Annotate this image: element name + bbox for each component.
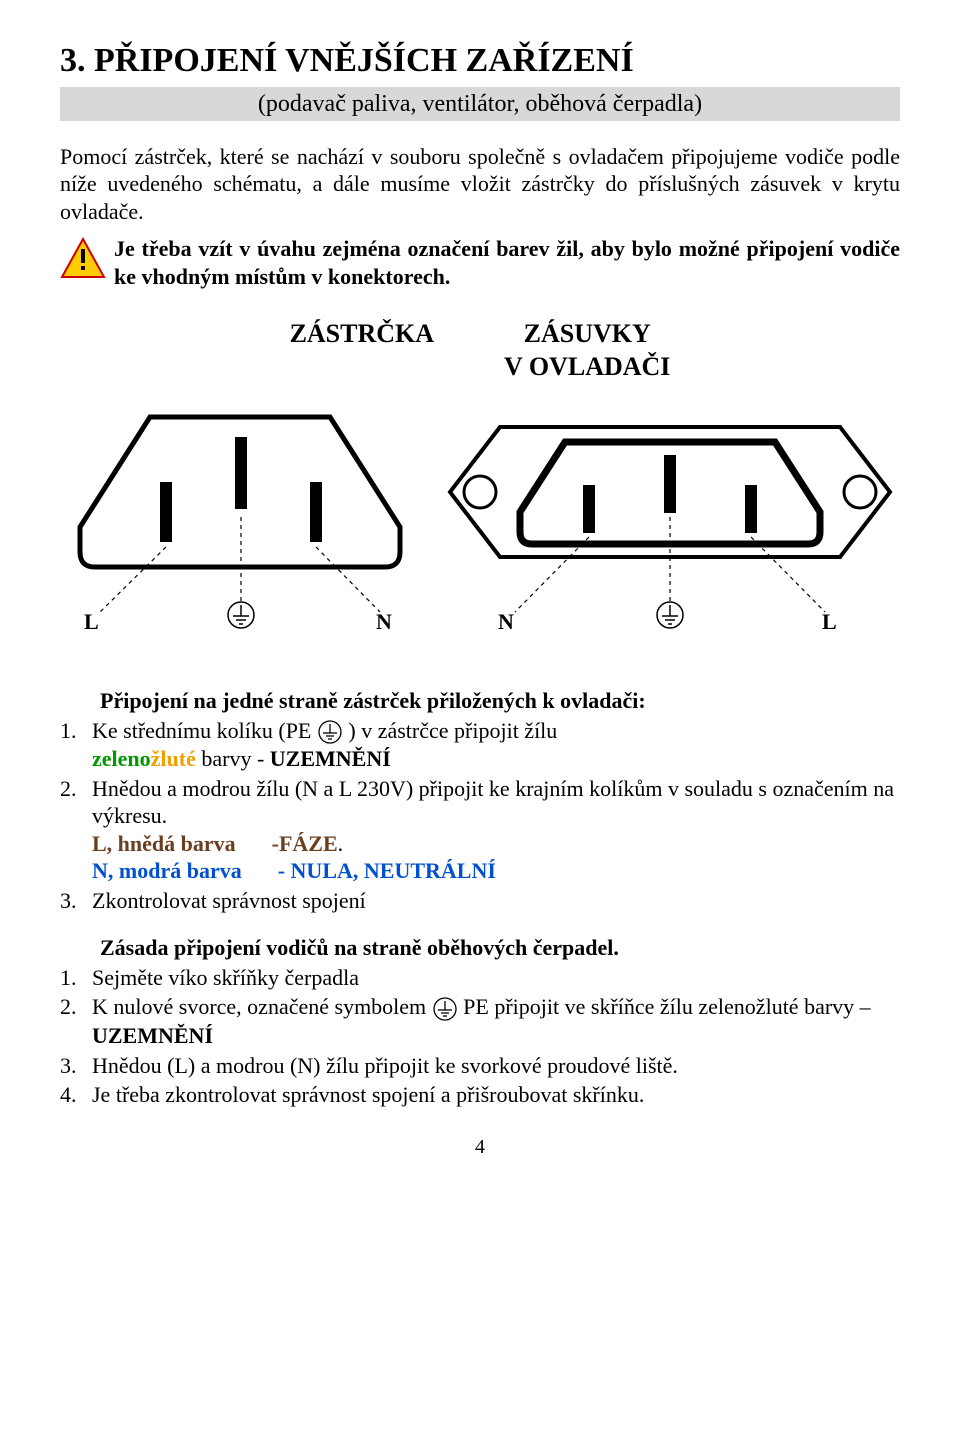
warning-block: Je třeba vzít v úvahu zejména označení b… [60, 235, 900, 290]
list-a-item-3: 3. Zkontrolovat správnost spojení [60, 887, 900, 915]
section-b-head: Zásada připojení vodičů na straně oběhov… [60, 934, 900, 962]
plug-diagram: L N [60, 397, 420, 647]
list-a-item-2: 2. Hnědou a modrou žílu (N a L 230V) při… [60, 775, 900, 885]
warning-triangle-icon [60, 237, 106, 279]
list-a: 1. Ke střednímu kolíku (PE ) v zástrčce … [60, 717, 900, 915]
diagram-labels: ZÁSTRČKA ZÁSUVKY V OVLADAČI [60, 318, 900, 383]
ground-icon [317, 719, 343, 745]
label-plug: ZÁSTRČKA [290, 318, 434, 383]
list-b-item-2: 2. K nulové svorce, označené symbolem PE… [60, 993, 900, 1049]
pin-label-L: L [84, 609, 99, 634]
list-b: 1. Sejměte víko skříňky čerpadla 2. K nu… [60, 964, 900, 1109]
list-b-item-1: 1. Sejměte víko skříňky čerpadla [60, 964, 900, 992]
socket-diagram: N L [440, 397, 900, 647]
connector-diagrams: L N N L [60, 397, 900, 647]
page-subtitle: (podavač paliva, ventilátor, oběhová čer… [60, 87, 900, 121]
pin-label-N: N [498, 609, 514, 634]
page-title: 3. PŘIPOJENÍ VNĚJŠÍCH ZAŘÍZENÍ [60, 40, 900, 83]
pin-label-N: N [376, 609, 392, 634]
ground-icon [228, 602, 254, 628]
label-socket: ZÁSUVKY V OVLADAČI [504, 318, 670, 383]
list-b-item-4: 4. Je třeba zkontrolovat správnost spoje… [60, 1081, 900, 1109]
pin-label-L: L [822, 609, 837, 634]
warning-text: Je třeba vzít v úvahu zejména označení b… [114, 235, 900, 290]
intro-paragraph: Pomocí zástrček, které se nachází v soub… [60, 143, 900, 226]
list-b-item-3: 3. Hnědou (L) a modrou (N) žílu připojit… [60, 1052, 900, 1080]
section-a-head: Připojení na jedné straně zástrček přilo… [60, 687, 900, 715]
list-a-item-1: 1. Ke střednímu kolíku (PE ) v zástrčce … [60, 717, 900, 773]
page-number: 4 [60, 1135, 900, 1160]
ground-icon [432, 996, 458, 1022]
ground-icon [657, 602, 683, 628]
